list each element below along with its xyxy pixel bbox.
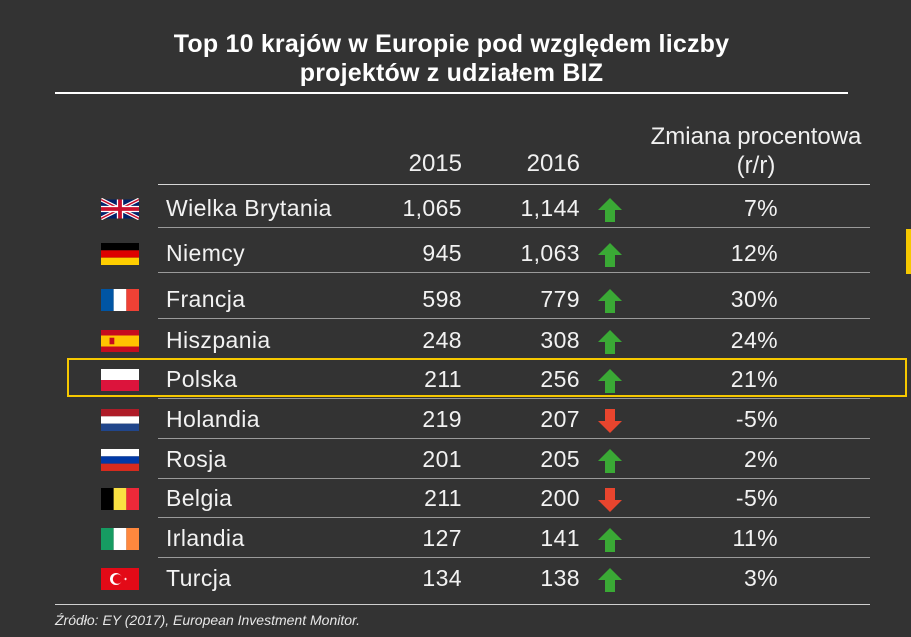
percent-change: -5% xyxy=(735,485,778,511)
uk-flag-icon xyxy=(101,198,139,220)
percent-change: 11% xyxy=(732,525,778,551)
column-header-change-line-1: Zmiana procentowa xyxy=(650,123,862,150)
percent-change: 21% xyxy=(730,366,778,392)
value-2016: 256 xyxy=(540,366,580,392)
turkey-flag-icon xyxy=(101,568,139,590)
table-row: Rosja 201 205 2% xyxy=(0,439,911,479)
value-2015: 201 xyxy=(422,446,462,472)
country-name: Belgia xyxy=(166,485,233,511)
country-name: Turcja xyxy=(166,565,232,591)
column-header-2016: 2016 xyxy=(526,150,580,177)
value-2016: 207 xyxy=(540,406,580,432)
value-2015: 211 xyxy=(424,485,462,511)
table-row: Turcja 134 138 3% xyxy=(0,558,911,598)
netherlands-flag-icon xyxy=(101,409,139,431)
table-row: Irlandia 127 141 11% xyxy=(0,518,911,558)
country-name: Polska xyxy=(166,366,238,392)
source-note: Źródło: EY (2017), European Investment M… xyxy=(55,612,361,628)
country-name: Francja xyxy=(166,286,246,312)
percent-change: -5% xyxy=(735,406,778,432)
value-2016: 205 xyxy=(540,446,580,472)
arrow-up-icon xyxy=(596,241,624,269)
value-2016: 308 xyxy=(540,327,580,353)
column-header-change-line-2: (r/r) xyxy=(736,152,776,179)
percent-change: 12% xyxy=(730,240,778,266)
arrow-up-icon xyxy=(596,526,624,554)
column-header-change: Zmiana procentowa (r/r) xyxy=(630,122,882,180)
row-divider xyxy=(158,478,870,479)
arrow-up-icon xyxy=(596,196,624,224)
country-name: Hiszpania xyxy=(166,327,271,353)
ireland-flag-icon xyxy=(101,528,139,550)
row-divider xyxy=(158,557,870,558)
table-row: Belgia 211 200 -5% xyxy=(0,478,911,518)
title-line-2: projektów z udziałem BIZ xyxy=(299,59,604,87)
arrow-down-icon xyxy=(596,486,624,514)
header-divider xyxy=(158,184,870,185)
value-2015: 248 xyxy=(422,327,462,353)
row-divider xyxy=(158,272,870,273)
value-2016: 1,063 xyxy=(520,240,580,266)
arrow-down-icon xyxy=(596,407,624,435)
value-2016: 138 xyxy=(540,565,580,591)
country-name: Rosja xyxy=(166,446,227,472)
poland-highlight-frame xyxy=(67,358,907,397)
poland-flag-icon xyxy=(101,369,139,391)
table-row: Hiszpania 248 308 24% xyxy=(0,320,911,360)
value-2015: 1,065 xyxy=(402,195,462,221)
value-2016: 200 xyxy=(540,485,580,511)
row-divider xyxy=(158,438,870,439)
row-divider xyxy=(158,227,870,228)
arrow-up-icon xyxy=(596,367,624,395)
germany-flag-icon xyxy=(101,243,139,265)
percent-change: 7% xyxy=(743,195,778,221)
belgium-flag-icon xyxy=(101,488,139,510)
country-name: Holandia xyxy=(166,406,260,432)
table-row: Polska 211 256 21% xyxy=(0,359,911,399)
country-name: Wielka Brytania xyxy=(166,195,332,221)
percent-change: 3% xyxy=(743,565,778,591)
percent-change: 30% xyxy=(730,286,778,312)
country-name: Niemcy xyxy=(166,240,246,266)
side-accent-mark xyxy=(906,229,911,274)
row-divider xyxy=(158,517,870,518)
value-2015: 598 xyxy=(422,286,462,312)
title-divider xyxy=(55,92,848,94)
row-divider xyxy=(158,318,870,319)
table-row: Niemcy 945 1,063 12% xyxy=(0,233,911,273)
value-2016: 779 xyxy=(540,286,580,312)
arrow-up-icon xyxy=(596,447,624,475)
arrow-up-icon xyxy=(596,566,624,594)
value-2015: 134 xyxy=(422,565,462,591)
table-row: Wielka Brytania 1,065 1,144 7% xyxy=(0,188,911,228)
country-name: Irlandia xyxy=(166,525,245,551)
table-row: Holandia 219 207 -5% xyxy=(0,399,911,439)
arrow-up-icon xyxy=(596,287,624,315)
arrow-up-icon xyxy=(596,328,624,356)
value-2015: 211 xyxy=(424,366,462,392)
row-divider xyxy=(158,398,870,399)
value-2016: 1,144 xyxy=(520,195,580,221)
table-row: Francja 598 779 30% xyxy=(0,279,911,319)
percent-change: 2% xyxy=(743,446,778,472)
france-flag-icon xyxy=(101,289,139,311)
spain-flag-icon xyxy=(101,330,139,352)
value-2015: 219 xyxy=(422,406,462,432)
footer-divider xyxy=(55,604,870,605)
value-2015: 127 xyxy=(422,525,462,551)
percent-change: 24% xyxy=(730,327,778,353)
value-2016: 141 xyxy=(540,525,580,551)
page-title: Top 10 krajów w Europie pod względem lic… xyxy=(55,30,848,88)
title-line-1: Top 10 krajów w Europie pod względem lic… xyxy=(173,30,730,58)
russia-flag-icon xyxy=(101,449,139,471)
column-header-2015: 2015 xyxy=(408,150,462,177)
value-2015: 945 xyxy=(422,240,462,266)
